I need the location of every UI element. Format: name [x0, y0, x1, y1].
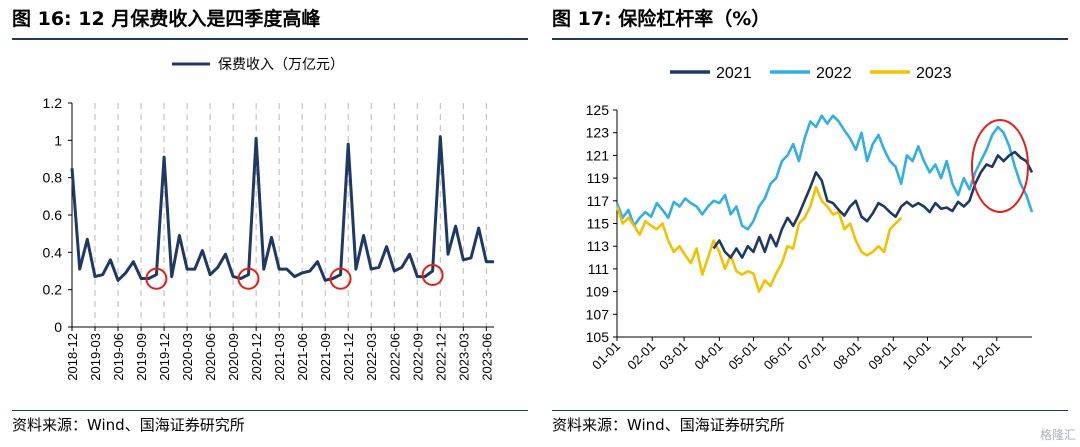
- y-tick-label: 0.6: [43, 207, 63, 223]
- x-tick-label: 06-01: [761, 339, 795, 373]
- x-tick-label: 08-01: [830, 339, 864, 373]
- highlight-circle: [145, 267, 168, 290]
- premium-income-points: [72, 137, 494, 281]
- x-tick-label: 03-01: [656, 339, 690, 373]
- y-tick-label: 105: [586, 329, 610, 345]
- x-tick-label: 04-01: [691, 339, 725, 373]
- y-tick-label: 0.4: [43, 244, 63, 260]
- x-tick-label: 2019-06: [111, 333, 126, 381]
- x-tick-label: 2022-03: [364, 333, 379, 381]
- x-tick-label: 02-01: [624, 339, 658, 373]
- figure-16-title-rule: [12, 38, 528, 40]
- y-tick-label: 1.2: [43, 95, 63, 111]
- highlight-circle: [421, 264, 444, 286]
- x-tick-label: 2022-09: [410, 333, 425, 381]
- x-tick-label: 2023-03: [456, 333, 471, 381]
- legend: 2021 2022 2023: [670, 65, 952, 82]
- y-tick-label: 0.2: [43, 282, 63, 298]
- x-tick-label: 2020-12: [249, 333, 264, 381]
- x-tick-label: 2021-09: [318, 333, 333, 381]
- figure-17-bottom-rule: [552, 410, 1068, 411]
- y-tick-label: 0: [54, 319, 62, 335]
- figure-17-source: 资料来源：Wind、国海证券研究所: [552, 416, 785, 434]
- x-tick-label: 11-01: [935, 339, 968, 372]
- x-tick-label: 07-01: [795, 339, 829, 373]
- x-tick-label: 2019-03: [88, 333, 103, 381]
- x-tick-labels: 2018-12 2019-03 2019-06 2019-09 2019-12 2020-…: [65, 327, 494, 381]
- axes: [616, 110, 1032, 338]
- figure-17-title: 图 17: 保险杠杆率（%）: [552, 8, 771, 30]
- highlight-circles: [145, 264, 444, 290]
- figure-16-title: 图 16: 12 月保费收入是四季度高峰: [12, 8, 321, 30]
- x-tick-label: 2021-06: [295, 333, 310, 381]
- y-tick-label: 113: [587, 238, 610, 254]
- y-tick-label: 115: [587, 216, 610, 232]
- legend-label-2021: 2021: [716, 65, 752, 82]
- x-tick-label: 12-01: [969, 339, 1003, 373]
- x-tick-label: 2023-06: [479, 333, 494, 381]
- x-tick-label: 2021-12: [341, 333, 356, 381]
- y-tick-label: 0.8: [43, 170, 63, 186]
- x-tick-label: 2019-09: [134, 333, 149, 381]
- y-tick-label: 123: [586, 125, 610, 141]
- x-tick-label: 2018-12: [65, 333, 80, 381]
- watermark: 格隆汇: [1039, 428, 1076, 442]
- series-2021-line: [712, 150, 1034, 259]
- y-tick-label: 117: [587, 193, 610, 209]
- x-tick-label: 2020-09: [226, 333, 241, 381]
- x-tick-label: 2019-12: [157, 333, 172, 381]
- insurance-leverage-chart: 105 107 109 111 113 115 117 119 121 123 125 01-01 0…: [586, 65, 1034, 373]
- premium-income-series-line: [70, 135, 494, 282]
- series-2023-line: [615, 185, 903, 293]
- y-tick-label: 109: [586, 284, 610, 300]
- figure-17-title-rule: [552, 38, 1068, 40]
- axes: [71, 103, 494, 328]
- y-tick-label: 119: [587, 170, 610, 186]
- y-tick-label: 107: [586, 306, 610, 322]
- highlight-circle: [971, 119, 1029, 213]
- x-tick-label: 2022-06: [387, 333, 402, 381]
- y-tick-labels: 0 0.2 0.4 0.6 0.8 1 1.2: [43, 95, 72, 335]
- legend-label-premium-income: 保费收入（万亿元）: [218, 56, 344, 72]
- figure-16-source: 资料来源：Wind、国海证券研究所: [12, 416, 245, 434]
- legend-label-2022: 2022: [816, 65, 852, 82]
- y-tick-label: 111: [588, 261, 609, 277]
- vertical-gridlines: [71, 103, 487, 327]
- legend-label-2023: 2023: [916, 65, 952, 82]
- legend: 保费收入（万亿元）: [172, 56, 344, 72]
- y-tick-label: 1: [54, 132, 62, 148]
- series-2022-line: [615, 114, 1034, 231]
- x-tick-label: 2022-12: [433, 333, 448, 381]
- y-tick-label: 121: [586, 147, 610, 163]
- x-tick-label: 05-01: [725, 339, 759, 373]
- highlight-circle: [329, 267, 352, 290]
- highlight-circle: [237, 267, 260, 290]
- x-tick-label: 09-01: [865, 339, 899, 373]
- x-tick-label: 2020-06: [203, 333, 218, 381]
- figure-16-bottom-rule: [12, 410, 528, 411]
- x-tick-label: 2020-03: [180, 333, 195, 381]
- premium-income-chart: 00.20.40.60.811.2 2018-12 2019-03 2019-06 2…: [43, 56, 495, 381]
- y-tick-labels: 105 107 109 111 113 115 117 119 121 123 125: [586, 102, 617, 345]
- x-tick-label: 2021-03: [272, 333, 287, 381]
- y-tick-label: 125: [586, 102, 610, 118]
- x-tick-label: 10-01: [899, 339, 933, 373]
